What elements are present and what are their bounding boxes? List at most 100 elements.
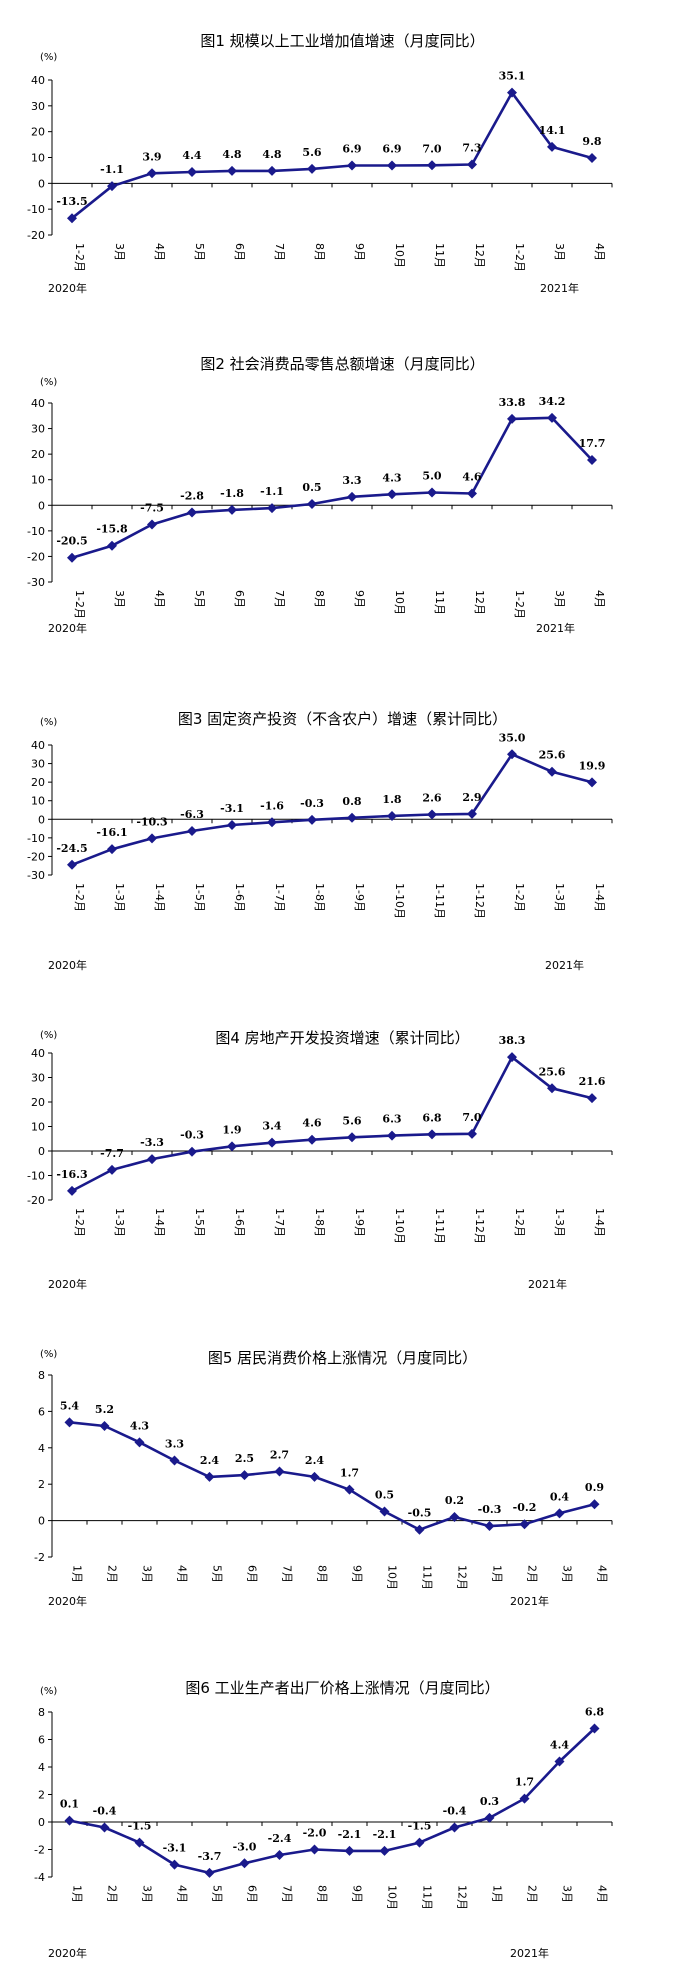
x-tick-label: 3月	[553, 243, 566, 261]
series-line	[71, 1055, 593, 1193]
chart-1: 图1 规模以上工业增加值增速（月度同比） (%) 40 30 20 10 0 -10 -20 1…	[0, 0, 685, 310]
data-label: 35.1	[499, 70, 526, 83]
x-tick-label: 3月	[113, 590, 126, 608]
chart-3-title: 图3 固定资产投资（不含农户）增速（累计同比）	[177, 710, 508, 728]
data-label: 5.2	[95, 1403, 114, 1416]
unit-label: (%)	[40, 717, 57, 728]
data-label: 7.0	[462, 1111, 481, 1124]
chart-6-plot: (%) 8 6 4 2 0 -2 -4 1月 2月 3月 4月 5月 6月 7月 8月 9月 10月 11月 12月 1…	[34, 1686, 613, 1960]
year-label: 2020年	[48, 621, 87, 635]
year-label: 2021年	[540, 281, 579, 295]
data-point	[227, 1141, 237, 1152]
data-label: -7.7	[100, 1147, 124, 1160]
unit-label: (%)	[40, 1349, 57, 1360]
x-tick-label: 9月	[351, 1565, 364, 1583]
data-label: 33.8	[499, 396, 526, 409]
data-point	[589, 1723, 600, 1734]
x-tick-label: 2月	[526, 1885, 539, 1903]
chart-4-title: 图4 房地产开发投资增速（累计同比）	[215, 1029, 470, 1047]
data-label: -1.5	[128, 1820, 152, 1833]
y-tick-label: -30	[27, 869, 45, 882]
x-tick-label: 7月	[281, 1565, 294, 1583]
data-point	[589, 1499, 600, 1510]
x-tick-label: 1-9月	[353, 1208, 366, 1237]
data-label: 6.9	[342, 143, 361, 156]
data-point	[187, 507, 197, 518]
data-label: -2.0	[303, 1827, 327, 1840]
y-tick-label: 0	[38, 177, 45, 190]
data-point	[107, 1164, 117, 1175]
data-point	[169, 1859, 180, 1870]
y-tick-label: -2	[34, 1551, 45, 1564]
data-label: 7.0	[422, 142, 441, 155]
data-point	[309, 1844, 320, 1855]
data-label: -10.3	[136, 815, 167, 828]
data-point	[507, 413, 517, 424]
data-point	[387, 1130, 397, 1141]
data-point	[187, 825, 197, 836]
y-tick-label: 6	[38, 1405, 45, 1418]
data-label: 1.9	[222, 1123, 241, 1136]
y-tick-label: -20	[27, 1194, 45, 1207]
data-label: 0.8	[342, 795, 361, 808]
x-tick-label: 1月	[71, 1885, 84, 1903]
data-point	[427, 809, 437, 820]
y-tick-label: 40	[31, 739, 45, 752]
y-tick-label: 30	[31, 100, 45, 113]
x-tick-label: 10月	[386, 1885, 399, 1910]
data-label: 4.6	[302, 1117, 321, 1130]
data-label: 0.5	[375, 1489, 394, 1502]
year-label: 2021年	[528, 1277, 567, 1291]
y-tick-label: 8	[38, 1706, 45, 1719]
x-tick-label: 4月	[593, 590, 606, 608]
x-tick-label: 1-6月	[233, 1208, 246, 1237]
data-label: -13.5	[56, 195, 87, 208]
data-label: 1.7	[515, 1776, 534, 1789]
data-label: 0.4	[550, 1490, 569, 1503]
data-point	[99, 1420, 110, 1431]
unit-label: (%)	[40, 1030, 57, 1041]
data-label: -1.1	[260, 485, 284, 498]
data-point	[307, 163, 317, 174]
x-tick-label: 11月	[433, 243, 446, 268]
x-tick-label: 6月	[246, 1565, 259, 1583]
data-point	[379, 1506, 390, 1517]
y-tick-label: 10	[31, 152, 45, 165]
data-point	[547, 412, 557, 423]
chart-1-title: 图1 规模以上工业增加值增速（月度同比）	[200, 32, 485, 50]
data-label: 35.0	[499, 731, 526, 744]
year-label: 2020年	[48, 1277, 87, 1291]
x-tick-label: 7月	[281, 1885, 294, 1903]
y-tick-label: -20	[27, 850, 45, 863]
data-point	[467, 488, 477, 499]
x-tick-label: 1-2月	[513, 1208, 526, 1237]
data-label: 4.3	[382, 471, 401, 484]
data-point	[67, 552, 77, 563]
data-point	[309, 1471, 320, 1482]
y-tick-label: 4	[38, 1761, 45, 1774]
x-tick-label: 1-3月	[113, 1208, 126, 1237]
x-tick-label: 1-6月	[233, 883, 246, 912]
data-point	[344, 1845, 355, 1856]
data-label: 2.9	[462, 791, 481, 804]
data-label: -20.5	[56, 535, 87, 548]
x-tick-label: 5月	[211, 1885, 224, 1903]
x-tick-label: 1-4月	[153, 883, 166, 912]
data-point	[379, 1845, 390, 1856]
data-label: -0.4	[93, 1805, 117, 1818]
data-label: -0.3	[478, 1503, 502, 1516]
x-tick-label: 6月	[233, 243, 246, 261]
data-point	[307, 499, 317, 510]
data-point	[187, 166, 197, 177]
x-tick-label: 1-4月	[593, 1208, 606, 1237]
x-tick-label: 10月	[393, 590, 406, 615]
x-tick-label: 1-8月	[313, 883, 326, 912]
data-label: 4.8	[222, 148, 241, 161]
x-tick-label: 10月	[386, 1565, 399, 1590]
x-tick-label: 8月	[313, 590, 326, 608]
y-tick-label: 20	[31, 126, 45, 139]
data-point	[347, 812, 357, 823]
data-point	[227, 504, 237, 515]
x-tick-label: 11月	[421, 1885, 434, 1910]
x-tick-label: 1-5月	[193, 1208, 206, 1237]
